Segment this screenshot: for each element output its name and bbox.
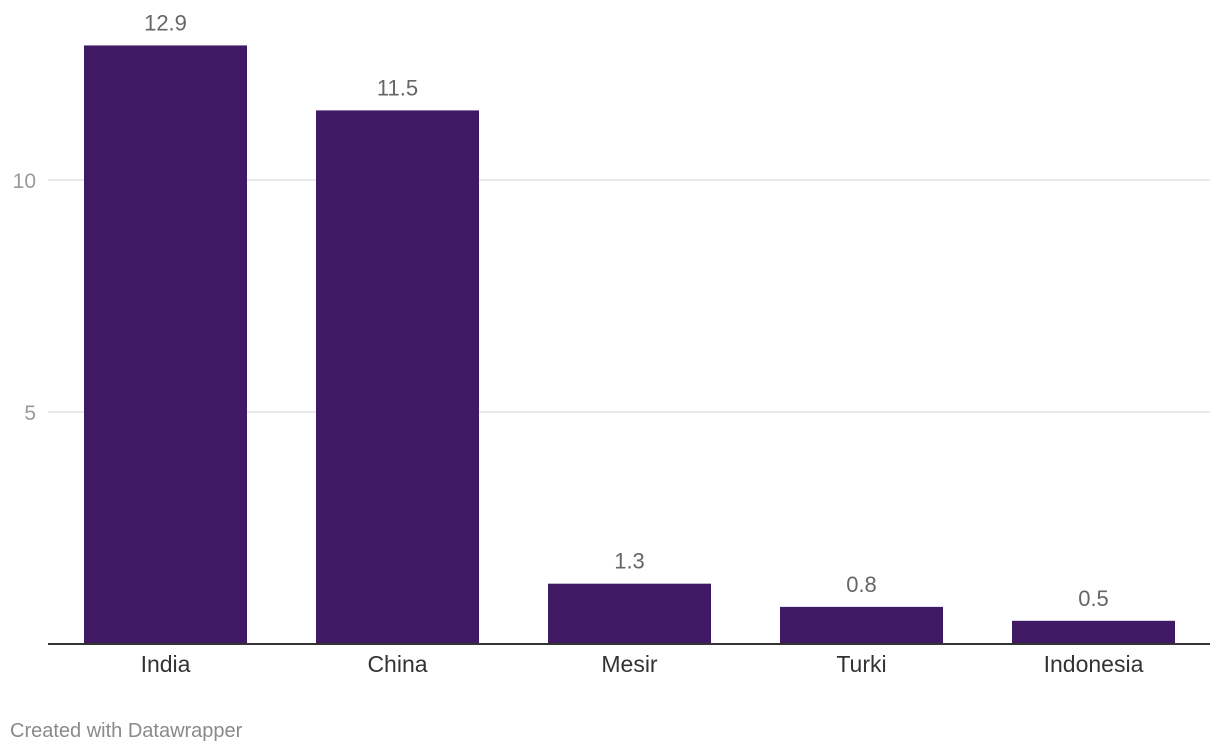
category-label: Turki bbox=[836, 651, 886, 677]
value-label: 0.8 bbox=[846, 572, 877, 597]
bar bbox=[84, 45, 247, 644]
credit-text: Created with Datawrapper bbox=[10, 720, 243, 742]
value-labels: 12.9 11.5 1.3 0.8 0.5 bbox=[144, 10, 1109, 610]
bar bbox=[548, 583, 711, 644]
bar bbox=[316, 110, 479, 644]
category-label: Indonesia bbox=[1044, 651, 1144, 677]
value-label: 12.9 bbox=[144, 10, 187, 35]
category-label: Mesir bbox=[601, 651, 658, 677]
value-label: 11.5 bbox=[377, 75, 418, 100]
value-label: 1.3 bbox=[614, 549, 645, 574]
bars bbox=[84, 45, 1175, 644]
y-tick-label: 10 bbox=[13, 170, 36, 193]
category-labels: India China Mesir Turki Indonesia bbox=[141, 651, 1144, 677]
y-tick-label: 5 bbox=[24, 402, 36, 425]
category-label: India bbox=[141, 651, 191, 677]
bar bbox=[780, 606, 943, 644]
category-label: China bbox=[367, 651, 427, 677]
bar bbox=[1012, 620, 1175, 644]
value-label: 0.5 bbox=[1078, 586, 1109, 611]
